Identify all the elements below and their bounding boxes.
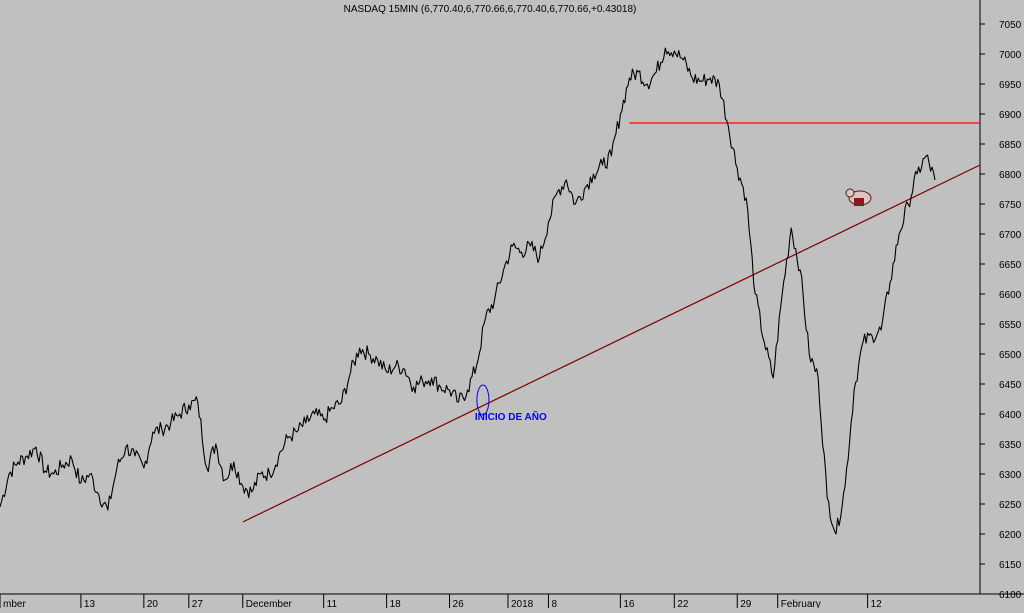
y-tick-label: 6650 (999, 260, 1022, 271)
y-tick-label: 6100 (999, 590, 1022, 601)
y-tick-label: 6550 (999, 320, 1022, 331)
x-tick-label: December (246, 599, 293, 608)
y-tick-label: 6350 (999, 440, 1022, 451)
x-tick-label: 29 (740, 599, 752, 608)
trendline (242, 164, 981, 523)
y-tick-label: 7000 (999, 50, 1022, 61)
y-tick-label: 6500 (999, 350, 1022, 361)
y-tick-label: 6300 (999, 470, 1022, 481)
x-tick-label: 22 (677, 599, 689, 608)
x-tick-label: 2018 (511, 599, 534, 608)
y-axis: 6100 6150 6200 6250 6300 6350 6400 6450 6500 6550… (980, 20, 1022, 601)
price-series-line (0, 47, 936, 535)
y-tick-label: 6200 (999, 530, 1022, 541)
y-tick-label: 6150 (999, 560, 1022, 571)
x-tick-label: 18 (390, 599, 402, 608)
bear-marking (854, 198, 864, 206)
x-tick-label: 27 (192, 599, 204, 608)
y-tick-label: 6800 (999, 170, 1022, 181)
x-axis: mber 13 20 27 December 11 18 26 2018 8 16 22 29 Febru… (0, 594, 883, 610)
x-tick-label: 8 (551, 599, 557, 608)
annotation-label: INICIO DE AÑO (475, 410, 547, 423)
x-tick-label: 12 (871, 599, 883, 608)
y-tick-label: 6600 (999, 290, 1022, 301)
y-tick-label: 7050 (999, 20, 1022, 31)
bear-head (845, 188, 855, 198)
y-tick-label: 6950 (999, 80, 1022, 91)
overlay-layer (242, 122, 981, 523)
x-tick-label: 16 (623, 599, 635, 608)
chart-title: NASDAQ 15MIN (6,770.40,6,770.66,6,770.40… (344, 4, 637, 15)
x-tick-label: 11 (327, 599, 338, 608)
y-tick-label: 6900 (999, 110, 1022, 121)
y-tick-label: 6750 (999, 200, 1022, 211)
x-tick-label: 26 (453, 599, 465, 608)
annotation-layer: INICIO DE AÑO (475, 188, 872, 423)
bear-icon (845, 188, 872, 206)
x-tick-label: 13 (84, 599, 96, 608)
x-tick-label: 20 (147, 599, 159, 608)
y-tick-label: 6250 (999, 500, 1022, 511)
y-tick-label: 6400 (999, 410, 1022, 421)
y-tick-label: 6450 (999, 380, 1022, 391)
plot-frame (0, 0, 1024, 595)
y-tick-label: 6700 (999, 230, 1022, 241)
annotation-ellipse (476, 384, 490, 416)
y-tick-label: 6850 (999, 140, 1022, 151)
x-tick-label: February (781, 599, 821, 608)
series-layer (0, 47, 936, 535)
x-tick-label: mber (3, 599, 26, 608)
